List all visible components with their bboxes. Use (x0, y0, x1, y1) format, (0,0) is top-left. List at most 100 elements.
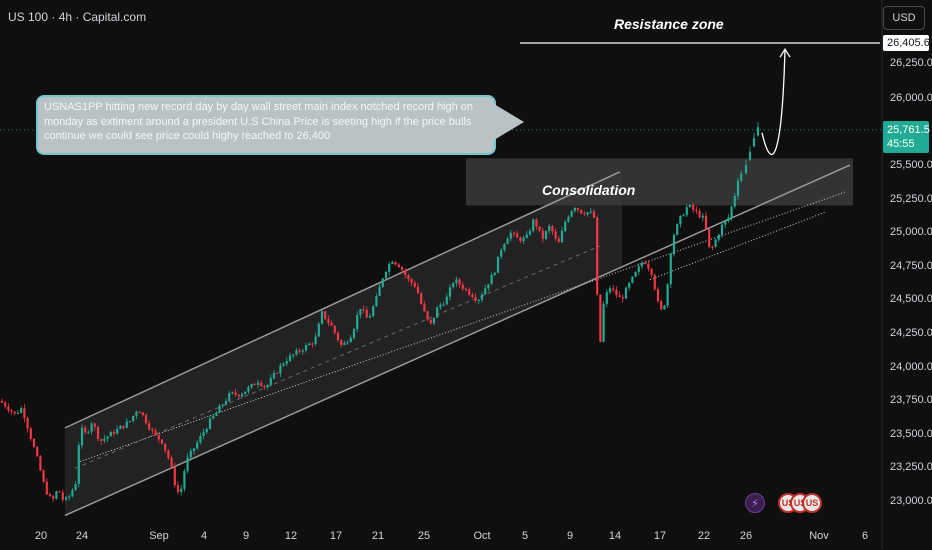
candle-body (269, 378, 272, 386)
candle-body (103, 438, 106, 441)
x-tick-label: 6 (861, 530, 869, 542)
candle-body (116, 428, 119, 434)
candle-body (26, 418, 29, 429)
candle-body (42, 470, 45, 482)
candle-body (445, 296, 448, 305)
candle-body (432, 317, 436, 324)
candle-body (512, 232, 516, 234)
candle-body (634, 271, 637, 277)
last-price-tag: 25,761.5 45:55 (883, 121, 930, 153)
candle-body (744, 165, 748, 174)
candle-body (250, 383, 253, 388)
candle-body (500, 250, 503, 257)
candle-body (141, 412, 144, 416)
candle-body (647, 263, 650, 269)
x-tick-label: 12 (284, 530, 298, 542)
channel-lower-line (64, 164, 851, 517)
candle-body (544, 231, 548, 239)
candle-body (711, 246, 714, 248)
x-tick-label: 24 (75, 530, 89, 542)
candle-body (423, 303, 426, 312)
candle-body (656, 289, 660, 302)
candle-body (599, 294, 602, 342)
candle-body (384, 271, 388, 279)
channel-dashed-line (74, 245, 601, 469)
candle-body (266, 385, 269, 387)
candle-body (327, 319, 330, 323)
candle-body (730, 206, 733, 218)
candle-body (298, 350, 301, 352)
candle-body (247, 387, 250, 392)
candle-body (122, 425, 125, 428)
candle-body (320, 311, 324, 324)
last-price-value: 25,761.5 (887, 124, 930, 136)
candle-body (343, 342, 346, 346)
candle-body (560, 230, 564, 243)
candle-body (260, 382, 263, 386)
candle-body (717, 234, 720, 240)
candle-body (503, 243, 506, 251)
candle-body (660, 301, 663, 310)
candle-body (52, 496, 55, 499)
candle-body (698, 211, 701, 218)
candle-body (314, 336, 317, 344)
us-flag-icon[interactable]: US (802, 493, 822, 513)
candle-body (154, 430, 157, 435)
candle-body (96, 426, 100, 439)
candle-body (311, 343, 314, 345)
candle-body (208, 418, 212, 429)
candle-body (583, 213, 586, 215)
y-tick-label: 25,000.0 (890, 226, 932, 238)
candle-body (676, 224, 679, 235)
candle-body (736, 180, 740, 196)
candle-body (455, 279, 458, 284)
candle-body (330, 322, 333, 326)
candle-body (426, 311, 429, 320)
candle-body (45, 481, 48, 495)
currency-button[interactable]: USD (883, 6, 925, 30)
candle-body (240, 394, 244, 397)
candle-body (234, 392, 237, 395)
candle-body (471, 294, 474, 298)
candle-body (157, 434, 160, 440)
candle-body (285, 361, 288, 364)
candle-body (487, 284, 490, 289)
candle-body (666, 284, 669, 306)
candle-body (125, 421, 128, 428)
annotation-bubble[interactable]: USNAS1PP hitting new record day by day w… (36, 95, 496, 155)
x-tick-label: 20 (34, 530, 48, 542)
candle-body (404, 269, 407, 276)
candle-body (336, 332, 340, 340)
candle-body (352, 329, 356, 338)
candle-body (71, 490, 74, 497)
candle-body (637, 266, 640, 272)
candle-body (493, 272, 496, 275)
candle-body (756, 127, 760, 136)
y-tick-label: 26,250.0 (890, 57, 932, 69)
candle-body (672, 234, 676, 255)
y-tick-label: 26,000.0 (890, 92, 932, 104)
candle-body (68, 496, 71, 498)
candle-body (468, 289, 471, 295)
candle-body (708, 229, 711, 247)
candle-body (228, 393, 231, 402)
candle-body (490, 274, 493, 285)
candle-body (522, 237, 525, 242)
candle-body (653, 274, 656, 290)
candle-body (128, 421, 132, 423)
candle-body (340, 339, 343, 346)
x-tick-label: 9 (242, 530, 250, 542)
candle-body (359, 309, 362, 316)
candle-body (138, 411, 141, 413)
candle-body (605, 292, 608, 304)
candle-body (564, 221, 567, 231)
candle-body (36, 447, 39, 457)
candle-body (279, 365, 282, 374)
lightning-icon[interactable]: ⚡ (745, 493, 765, 513)
candle-body (640, 262, 644, 267)
x-tick-label: 22 (697, 530, 711, 542)
candle-body (253, 383, 256, 385)
candle-body (112, 431, 116, 434)
candle-body (474, 297, 477, 301)
